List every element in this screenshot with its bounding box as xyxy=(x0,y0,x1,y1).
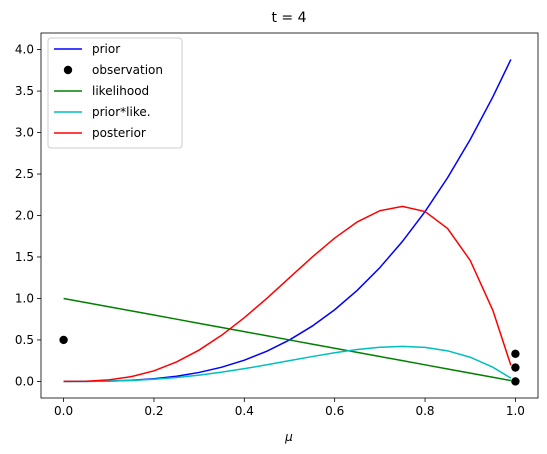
legend: prior observation likelihood prior*like. pos… xyxy=(47,37,183,149)
legend-box xyxy=(47,37,183,149)
legend-label: prior*like. xyxy=(92,105,151,119)
chart-title: t = 4 xyxy=(271,10,306,26)
y-tick-label: 2.0 xyxy=(15,209,34,223)
y-tick-label: 1.5 xyxy=(15,250,34,264)
legend-label: observation xyxy=(92,63,163,77)
x-tick-label: 0.6 xyxy=(325,404,344,418)
x-tick-label: 0.4 xyxy=(235,404,254,418)
observation-point xyxy=(511,377,520,386)
x-tick-label: 0.0 xyxy=(54,404,73,418)
x-tick-label: 1.0 xyxy=(506,404,525,418)
y-tick-label: 1.0 xyxy=(15,291,34,305)
y-tick-label: 3.5 xyxy=(15,84,34,98)
y-tick-label: 0.5 xyxy=(15,333,34,347)
legend-label: posterior xyxy=(92,126,146,140)
x-axis: 0.0 0.2 0.4 0.6 0.8 1.0 xyxy=(54,398,525,418)
y-tick-label: 3.0 xyxy=(15,126,34,140)
y-tick-label: 2.5 xyxy=(15,167,34,181)
legend-label: prior xyxy=(92,42,120,56)
y-tick-label: 4.0 xyxy=(15,43,34,57)
y-axis: 0.0 0.5 1.0 1.5 2.0 2.5 3.0 3.5 4.0 xyxy=(15,43,41,388)
series-line-posterior xyxy=(63,205,512,383)
y-tick-label: 0.0 xyxy=(15,374,34,388)
observation-point xyxy=(59,335,68,345)
legend-label: likelihood xyxy=(92,84,149,98)
observation-point xyxy=(511,349,520,358)
series-line-prior-like- xyxy=(63,345,512,383)
observation-point xyxy=(511,363,520,372)
series-line-likelihood xyxy=(63,297,512,382)
x-axis-label: μ xyxy=(284,430,293,444)
x-tick-label: 0.8 xyxy=(415,404,434,418)
x-tick-label: 0.2 xyxy=(144,404,163,418)
legend-marker-swatch xyxy=(63,65,73,75)
